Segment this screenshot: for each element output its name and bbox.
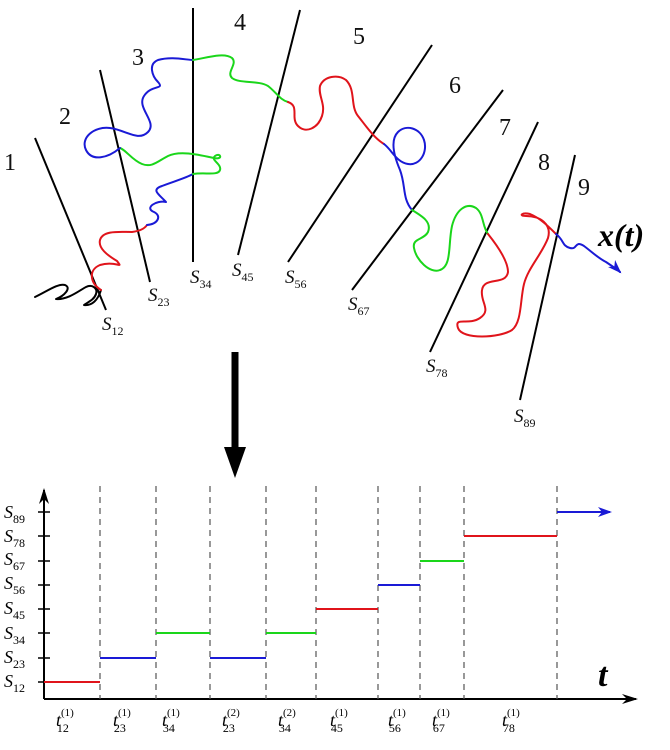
surface-label-s12: S12 xyxy=(102,314,124,338)
surface-s67-line xyxy=(351,89,504,291)
time-label-t56-1: t(1) 56 xyxy=(388,707,406,735)
region-label-4: 4 xyxy=(234,10,246,36)
trajectory-segment-region3-blue xyxy=(83,57,194,159)
y-label-s89: S89 xyxy=(4,502,25,526)
time-label-t45-1: t(1) 45 xyxy=(330,707,348,735)
trajectory-segment-region3-green xyxy=(119,147,222,175)
y-label-s34: S34 xyxy=(4,623,25,647)
region-label-7: 7 xyxy=(499,115,511,141)
trajectory-segment-region7-green xyxy=(411,205,489,272)
surface-s23-line xyxy=(99,69,151,283)
time-label-t23-2: t(2) 23 xyxy=(222,707,240,735)
crossing-time-dividers xyxy=(99,486,558,699)
y-tick-labels: S12 S23 S34 S45 S56 S67 S78 S89 xyxy=(4,502,25,695)
step-segments xyxy=(44,507,612,683)
time-label-t67-1: t(1) 67 xyxy=(432,707,450,735)
time-label-t12-1: t(1) 12 xyxy=(56,707,74,735)
surface-s89-line xyxy=(519,154,576,401)
region-label-6: 6 xyxy=(449,73,461,99)
region-labels: 1 2 3 4 5 6 7 8 9 xyxy=(4,10,590,201)
trajectory-segment-start xyxy=(34,283,102,307)
surface-label-s45: S45 xyxy=(232,260,254,284)
y-label-s56: S56 xyxy=(4,573,25,597)
trajectory-path xyxy=(34,54,622,338)
surface-label-s78: S78 xyxy=(426,356,448,380)
time-label-t34-2: t(2) 34 xyxy=(278,707,296,735)
trajectory-segment-region2-blue xyxy=(146,173,194,226)
surface-s45-line xyxy=(237,9,301,256)
y-label-s23: S23 xyxy=(4,647,25,671)
trajectory-segment-region2 xyxy=(90,224,148,291)
surface-label-s56: S56 xyxy=(285,267,307,291)
y-label-s12: S12 xyxy=(4,671,25,695)
surface-label-s34: S34 xyxy=(190,267,212,291)
trajectory-segment-region6-blue xyxy=(383,126,426,211)
y-label-s78: S78 xyxy=(4,526,25,550)
surface-label-s67: S67 xyxy=(348,294,370,318)
y-ticks xyxy=(38,511,50,683)
x-axis-label: t xyxy=(598,657,609,694)
surface-s78-line xyxy=(429,121,539,353)
time-label-t34-1: t(1) 34 xyxy=(162,707,180,735)
trajectory-segment-region4-green xyxy=(192,54,289,103)
y-label-s67: S67 xyxy=(4,549,25,573)
region-label-1: 1 xyxy=(4,150,16,176)
surface-lines xyxy=(34,8,576,401)
time-label-t23-1: t(1) 23 xyxy=(113,707,131,735)
region-label-2: 2 xyxy=(59,104,71,130)
region-label-8: 8 xyxy=(538,150,550,176)
mapping-arrow xyxy=(224,352,246,478)
trajectory-segment-region8-red xyxy=(456,212,557,338)
trajectory-panel: 1 2 3 4 5 6 7 8 9 S12 S23 S34 S45 S56 S6… xyxy=(4,8,644,430)
step-plot: S12 S23 S34 S45 S56 S67 S78 S89 t t(1) 12… xyxy=(4,486,638,735)
time-label-t78-1: t(1) 78 xyxy=(502,707,520,735)
trajectory-segment-region5-red xyxy=(287,75,385,145)
region-label-9: 9 xyxy=(578,175,590,201)
trajectory-label: x(t) xyxy=(597,217,644,253)
surface-s12-line xyxy=(34,137,107,311)
region-label-3: 3 xyxy=(132,45,144,71)
y-label-s45: S45 xyxy=(4,598,25,622)
surface-label-s23: S23 xyxy=(148,285,170,309)
surface-labels: S12 S23 S34 S45 S56 S67 S78 S89 xyxy=(102,260,536,430)
time-labels: t(1) 12 t(1) 23 t(1) 34 t(2) 23 t(2) 34 t(1) 4… xyxy=(56,707,520,735)
region-label-5: 5 xyxy=(353,24,365,50)
surface-label-s89: S89 xyxy=(514,406,536,430)
trajectory-segment-exit-blue xyxy=(555,233,622,274)
surface-s56-line xyxy=(287,44,433,263)
